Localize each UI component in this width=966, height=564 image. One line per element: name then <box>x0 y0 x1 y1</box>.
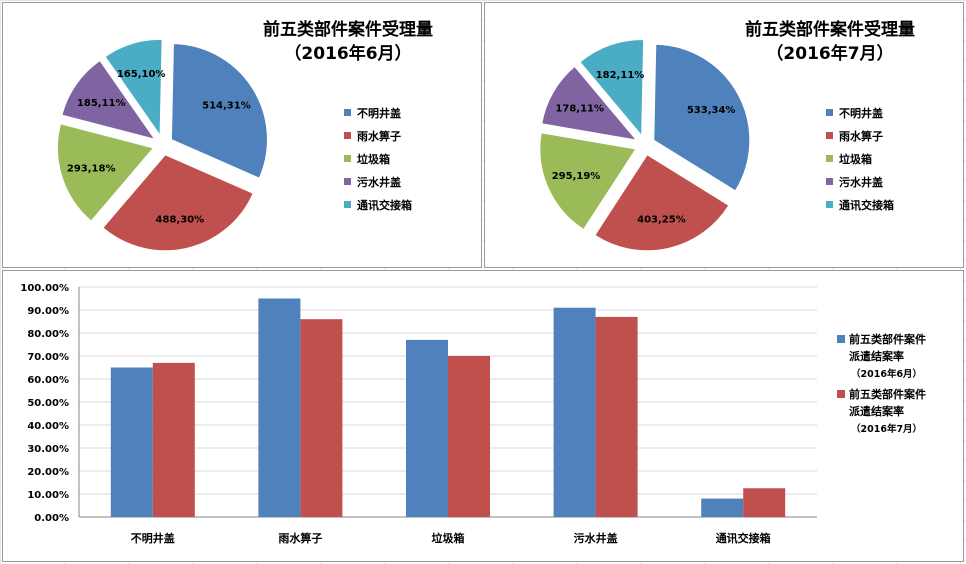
pie-chart-june-canvas: 前五类部件案件受理量 （2016年6月） 514,31% 488,30% 293,1… <box>56 19 433 252</box>
pie-legend-label-5: 通讯交接箱 <box>839 198 894 212</box>
bar-x-axis-categories: 不明井盖 雨水箅子 垃圾箱 污水井盖 通讯交接箱 <box>131 531 771 545</box>
pie-chart-july-canvas: 前五类部件案件受理量 （2016年7月） 533,34% 403,25% 295,1… <box>539 19 915 252</box>
bar-legend-label-2-line2: 派遣结案率 <box>849 404 904 418</box>
pie-slice-3[interactable] <box>56 123 155 222</box>
pie-legend-label-3: 垃圾箱 <box>839 152 872 166</box>
bar-2-1[interactable] <box>152 362 195 517</box>
y-tick-label: 100.00% <box>20 283 69 294</box>
pie-legend-label-5: 通讯交接箱 <box>357 198 412 212</box>
bar-2-2[interactable] <box>300 319 343 517</box>
y-tick-label: 50.00% <box>27 398 69 409</box>
y-tick-label: 40.00% <box>27 421 69 432</box>
pie-chart-july[interactable]: 前五类部件案件受理量 （2016年7月） 533,34% 403,25% 295,1… <box>484 2 964 268</box>
pie-slice-2[interactable] <box>102 154 254 252</box>
pie-data-label-1: 514,31% <box>202 100 251 111</box>
pie-chart-june[interactable]: 前五类部件案件受理量 （2016年6月） 514,31% 488,30% 293,1… <box>2 2 482 268</box>
bar-2-5[interactable] <box>743 488 786 517</box>
pie-legend-swatch-4 <box>826 178 833 185</box>
bar-2-4[interactable] <box>595 316 638 517</box>
y-tick-label: 10.00% <box>27 490 69 501</box>
y-tick-label: 60.00% <box>27 375 69 386</box>
y-tick-label: 0.00% <box>34 513 69 524</box>
x-category-label: 垃圾箱 <box>432 531 465 545</box>
x-category-label: 污水井盖 <box>574 531 618 545</box>
pie-slice-5[interactable] <box>579 39 645 137</box>
pie-legend-swatch-3 <box>344 155 351 162</box>
y-tick-label: 80.00% <box>27 329 69 340</box>
pie-legend-swatch-5 <box>826 201 833 208</box>
bar-1-4[interactable] <box>553 307 596 517</box>
pie-data-label-3: 293,18% <box>67 164 116 175</box>
pie-july-title: 前五类部件案件受理量 <box>745 19 915 40</box>
bar-1-2[interactable] <box>258 298 301 518</box>
pie-june-labels: 514,31% 488,30% 293,18% 185,11% 165,10% <box>67 69 251 225</box>
pie-slice-3[interactable] <box>539 132 637 231</box>
pie-legend-swatch-4 <box>344 178 351 185</box>
bar-legend-label-1-line2: 派遣结案率 <box>849 349 904 363</box>
bar-chart-closure-rate[interactable]: 0.00% 10.00% 20.00% 30.00% 40.00% 50.00% 60.00… <box>2 270 964 562</box>
pie-slice-1[interactable] <box>653 43 751 192</box>
pie-legend-label-2: 雨水箅子 <box>357 129 401 143</box>
pie-june-slices <box>56 38 268 252</box>
pie-july-labels: 533,34% 403,25% 295,19% 178,11% 182,11% <box>552 70 736 225</box>
pie-legend-label-1: 不明井盖 <box>357 106 401 120</box>
x-category-label: 通讯交接箱 <box>716 531 771 545</box>
pie-july-subtitle: （2016年7月） <box>766 43 893 64</box>
pie-slice-5[interactable] <box>104 38 163 137</box>
pie-slice-2[interactable] <box>594 154 730 252</box>
x-category-label: 雨水箅子 <box>278 531 322 545</box>
bar-1-3[interactable] <box>406 339 448 517</box>
pie-legend-swatch-1 <box>826 109 833 116</box>
pie-july-slices <box>539 39 751 252</box>
pie-legend-swatch-2 <box>826 132 833 139</box>
pie-legend-label-4: 污水井盖 <box>357 175 401 189</box>
pie-slice-4[interactable] <box>61 59 156 141</box>
pie-legend-label-4: 污水井盖 <box>839 175 883 189</box>
bar-y-axis-ticks: 0.00% 10.00% 20.00% 30.00% 40.00% 50.00% 60.00… <box>20 283 69 524</box>
pie-data-label-4: 178,11% <box>555 104 604 115</box>
pie-data-label-3: 295,19% <box>552 171 601 182</box>
pie-legend-label-3: 垃圾箱 <box>357 152 390 166</box>
y-tick-label: 90.00% <box>27 306 69 317</box>
bar-legend-label-2-line3: （2016年7月） <box>851 423 922 435</box>
pie-slice-1[interactable] <box>170 43 268 179</box>
pie-data-label-2: 488,30% <box>156 214 205 225</box>
pie-legend-label-1: 不明井盖 <box>839 106 883 120</box>
bar-legend-swatch-2 <box>837 390 845 398</box>
pie-june-subtitle: （2016年6月） <box>284 43 411 64</box>
bar-legend-label-1-line1: 前五类部件案件 <box>849 332 926 346</box>
pie-data-label-4: 185,11% <box>77 98 126 109</box>
y-tick-label: 30.00% <box>27 444 69 455</box>
pie-data-label-5: 165,10% <box>117 69 166 80</box>
pie-legend-swatch-3 <box>826 155 833 162</box>
y-tick-label: 70.00% <box>27 352 69 363</box>
bar-legend-swatch-1 <box>837 335 845 343</box>
pie-legend-swatch-2 <box>344 132 351 139</box>
pie-slice-4[interactable] <box>541 65 638 141</box>
pie-june-title: 前五类部件案件受理量 <box>263 19 433 40</box>
y-tick-label: 20.00% <box>27 467 69 478</box>
bar-legend-label-2-line1: 前五类部件案件 <box>849 387 926 401</box>
bar-marks <box>110 298 786 518</box>
bar-1-1[interactable] <box>110 367 153 518</box>
pie-legend-label-2: 雨水箅子 <box>839 129 883 143</box>
bar-legend-label-1-line3: （2016年6月） <box>851 368 922 380</box>
pie-data-label-2: 403,25% <box>637 214 686 225</box>
pie-legend-swatch-1 <box>344 109 351 116</box>
x-category-label: 不明井盖 <box>131 531 175 545</box>
bar-2-3[interactable] <box>448 356 490 517</box>
pie-legend-swatch-5 <box>344 201 351 208</box>
bar-1-5[interactable] <box>701 498 744 517</box>
pie-data-label-5: 182,11% <box>596 70 645 81</box>
pie-data-label-1: 533,34% <box>687 105 736 116</box>
bar-chart-canvas: 0.00% 10.00% 20.00% 30.00% 40.00% 50.00% 60.00… <box>20 283 926 545</box>
